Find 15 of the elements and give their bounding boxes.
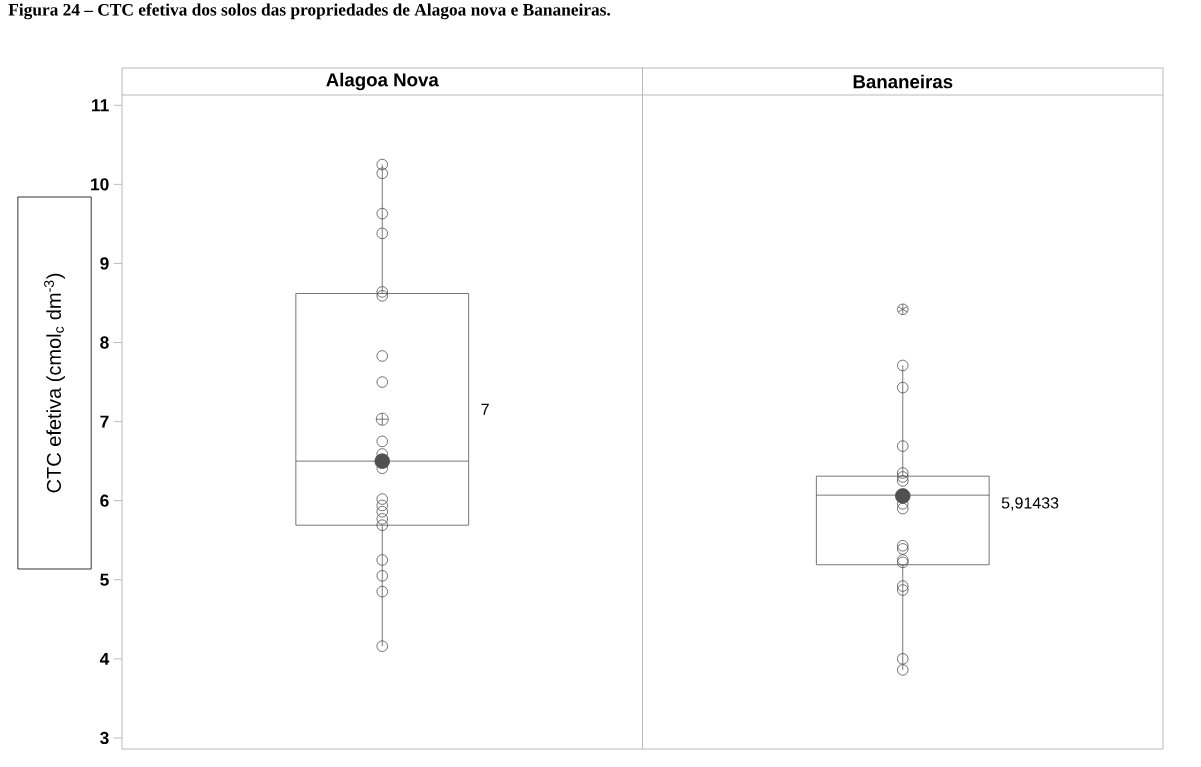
y-tick-label: 9 bbox=[100, 257, 109, 270]
chart-title: Figura 24 – CTC efetiva dos solos das propriedades de Alagoa nova e Bananeiras. bbox=[8, 3, 611, 20]
y-tick-label: 6 bbox=[100, 494, 109, 507]
annotation: 5,91433 bbox=[1001, 497, 1059, 511]
y-tick-label: 3 bbox=[100, 731, 109, 745]
x-tick-label: Bananeiras bbox=[853, 74, 953, 89]
y-tick-label: 4 bbox=[99, 652, 110, 665]
annotation: 7 bbox=[481, 403, 489, 415]
y-tick-label: 11 bbox=[92, 99, 109, 112]
y-tick-label: 7 bbox=[100, 415, 109, 428]
y-tick-label: 8 bbox=[100, 336, 109, 349]
y-tick-label: 10 bbox=[91, 178, 109, 191]
y-axis-title: CTC efetiva (cmol$_{c}$ dm$^{-3}$) bbox=[44, 273, 65, 493]
x-tick-label: Alagoa Nova bbox=[326, 72, 439, 91]
y-tick-label: 5 bbox=[100, 573, 109, 586]
